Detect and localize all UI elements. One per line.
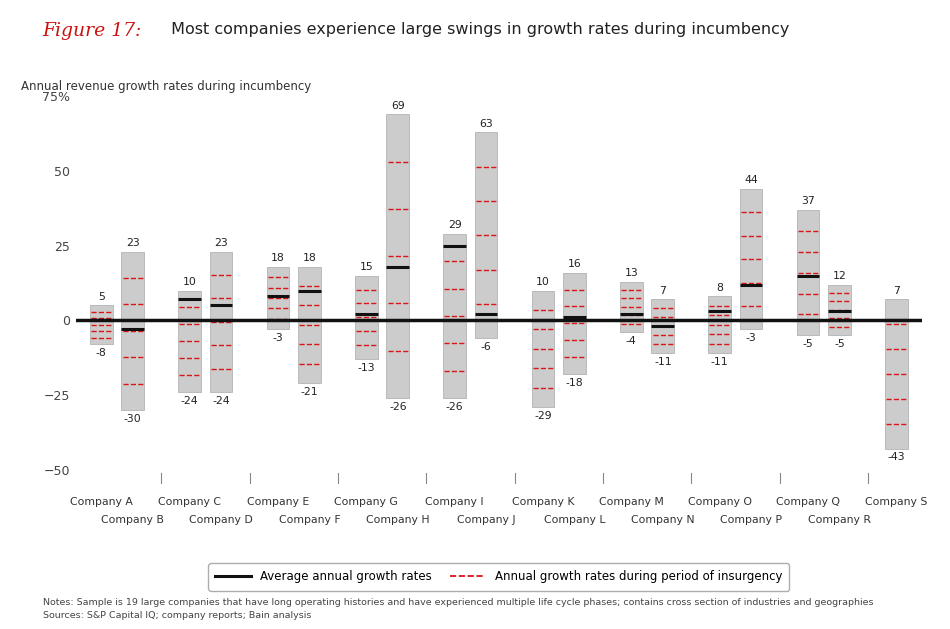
Text: Notes: Sample is 19 large companies that have long operating histories and have : Notes: Sample is 19 large companies that…	[43, 598, 873, 607]
Text: -18: -18	[565, 378, 583, 387]
Text: Company B: Company B	[102, 515, 164, 525]
Text: 10: 10	[182, 277, 197, 287]
Text: Company D: Company D	[189, 515, 253, 525]
Text: Company H: Company H	[366, 515, 429, 525]
Text: 12: 12	[832, 271, 846, 281]
Bar	[179, 291, 201, 392]
Text: Company G: Company G	[334, 496, 398, 506]
Text: 23: 23	[126, 238, 140, 248]
Bar	[796, 210, 819, 335]
Text: -8: -8	[96, 348, 106, 358]
Text: -29: -29	[534, 411, 552, 421]
Text: Company F: Company F	[278, 515, 340, 525]
Text: -24: -24	[212, 396, 230, 406]
Bar	[90, 306, 113, 344]
Text: -6: -6	[481, 342, 491, 352]
Text: -26: -26	[389, 402, 407, 411]
Text: 10: 10	[536, 277, 550, 287]
Text: 37: 37	[801, 196, 815, 206]
Text: 29: 29	[447, 220, 462, 230]
Text: -30: -30	[124, 413, 142, 423]
Bar	[828, 284, 851, 335]
Text: 7: 7	[893, 286, 900, 296]
Text: -13: -13	[357, 363, 375, 373]
Text: 8: 8	[716, 283, 723, 293]
Text: 63: 63	[479, 119, 493, 129]
Bar	[620, 282, 642, 332]
Text: -5: -5	[834, 339, 845, 349]
Bar	[122, 252, 144, 410]
Text: Sources: S&P Capital IQ; company reports; Bain analysis: Sources: S&P Capital IQ; company reports…	[43, 611, 312, 620]
Bar	[267, 267, 289, 330]
Text: Company I: Company I	[426, 496, 484, 506]
Text: 15: 15	[359, 262, 373, 272]
Text: -11: -11	[654, 357, 672, 367]
Bar	[210, 252, 233, 392]
Text: Company C: Company C	[158, 496, 221, 506]
Text: -11: -11	[711, 357, 729, 367]
Text: 69: 69	[390, 101, 405, 111]
Text: 5: 5	[98, 292, 104, 302]
Bar	[709, 296, 731, 353]
Text: Company L: Company L	[543, 515, 605, 525]
Bar	[563, 272, 586, 374]
Text: -21: -21	[300, 387, 318, 397]
Bar	[444, 234, 466, 398]
Text: Annual revenue growth rates during incumbency: Annual revenue growth rates during incum…	[21, 80, 312, 92]
Bar	[387, 114, 409, 398]
Bar	[884, 299, 907, 449]
Text: Company A: Company A	[69, 496, 133, 506]
Text: Figure 17:: Figure 17:	[43, 22, 142, 40]
Text: Most companies experience large swings in growth rates during incumbency: Most companies experience large swings i…	[166, 22, 789, 37]
Text: -43: -43	[887, 452, 905, 462]
Text: -4: -4	[626, 336, 637, 346]
Bar	[355, 276, 377, 359]
Text: -3: -3	[273, 333, 283, 343]
Text: Company E: Company E	[247, 496, 309, 506]
Text: Company J: Company J	[457, 515, 516, 525]
Text: Company M: Company M	[598, 496, 664, 506]
Text: 44: 44	[744, 175, 758, 186]
Bar	[652, 299, 674, 353]
Text: -3: -3	[746, 333, 756, 343]
Text: 18: 18	[303, 253, 316, 263]
Text: 23: 23	[215, 238, 228, 248]
Text: 18: 18	[271, 253, 285, 263]
Text: 7: 7	[659, 286, 666, 296]
Text: Company K: Company K	[512, 496, 574, 506]
Bar	[298, 267, 321, 383]
Text: 13: 13	[624, 268, 638, 278]
Text: -26: -26	[446, 402, 464, 411]
Text: Company O: Company O	[688, 496, 751, 506]
Text: 16: 16	[567, 259, 581, 269]
Bar	[740, 189, 763, 330]
Text: -24: -24	[180, 396, 199, 406]
Bar	[475, 132, 498, 338]
Text: -5: -5	[803, 339, 813, 349]
Text: Company S: Company S	[865, 496, 927, 506]
Text: Company P: Company P	[720, 515, 782, 525]
Text: Company N: Company N	[631, 515, 694, 525]
Legend: Average annual growth rates, Annual growth rates during period of insurgency: Average annual growth rates, Annual grow…	[208, 564, 789, 591]
Bar	[532, 291, 554, 407]
Text: Company R: Company R	[808, 515, 871, 525]
Text: Company Q: Company Q	[776, 496, 840, 506]
